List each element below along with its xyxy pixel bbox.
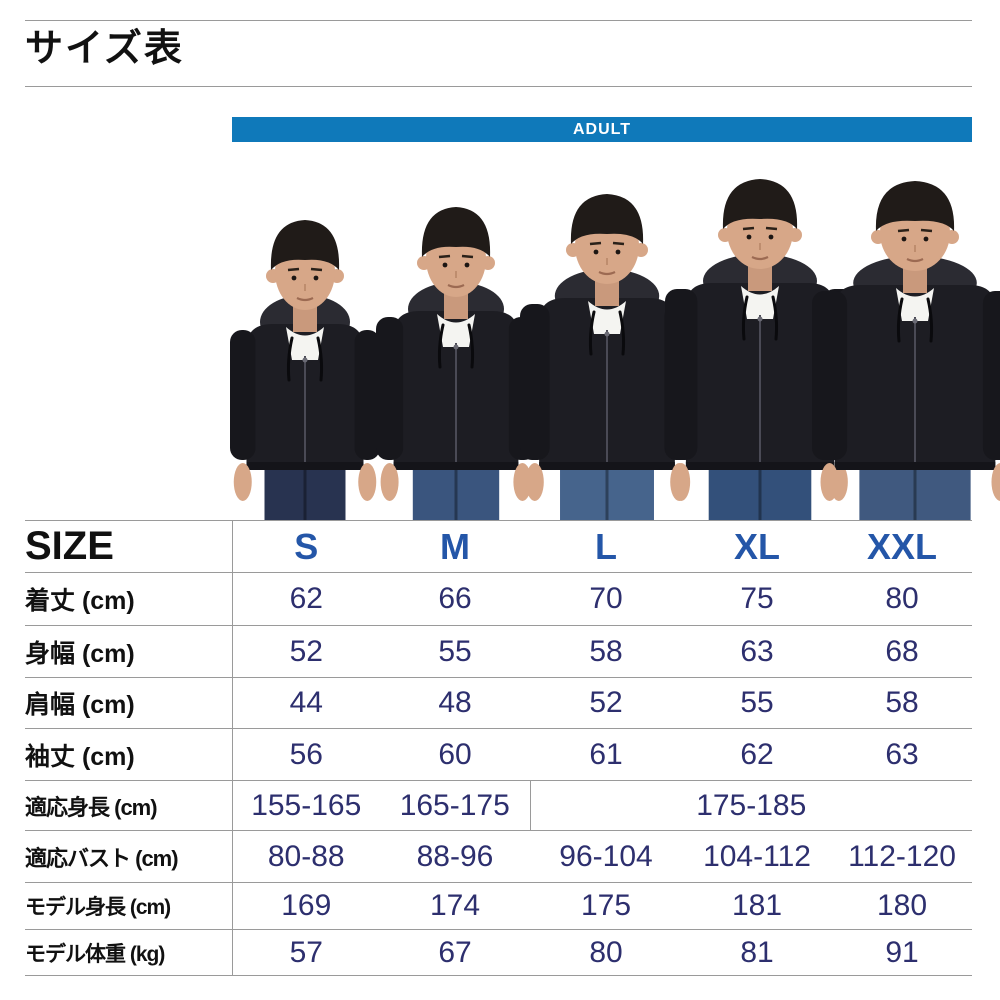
size-value: 155-165 [231,780,380,831]
size-value: 57 [231,929,380,976]
row-label: 肩幅 (cm) [25,677,232,729]
size-value: 80-88 [231,830,380,883]
column-header-l: L [530,520,682,573]
size-value: 62 [231,572,380,626]
size-value: 44 [231,677,380,729]
size-value: 48 [380,677,530,729]
size-value: 81 [682,929,832,976]
top-rule [25,20,972,21]
size-value: 169 [231,882,380,930]
size-corner-label: SIZE [25,520,232,573]
size-value: 175 [530,882,682,930]
size-table: SIZE S M L XL XXL 着丈 (cm) 62 66 70 75 80 身幅 (cm) 52 55… [25,520,972,976]
size-value: 175-185 [529,780,972,831]
row-label: 着丈 (cm) [25,572,232,626]
size-value: 91 [832,929,972,976]
row-label: 身幅 (cm) [25,625,232,678]
size-value: 75 [682,572,832,626]
size-value: 104-112 [682,830,832,883]
column-header-xl: XL [682,520,832,573]
size-value: 66 [380,572,530,626]
page-title: サイズ表 [25,28,184,70]
size-value: 180 [832,882,972,930]
size-value: 60 [380,728,530,781]
model-photos [230,179,1000,520]
size-value: 63 [832,728,972,781]
row-label: モデル体重 (kg) [25,929,232,976]
size-value: 55 [380,625,530,678]
size-value: 80 [832,572,972,626]
size-value: 61 [530,728,682,781]
size-value: 112-120 [832,830,972,883]
size-value: 63 [682,625,832,678]
column-header-xxl: XXL [832,520,972,573]
size-value: 52 [530,677,682,729]
size-value: 174 [380,882,530,930]
size-value: 55 [682,677,832,729]
column-header-s: S [231,520,380,573]
model-figure-xxl [812,181,1000,520]
size-value: 56 [231,728,380,781]
size-value: 58 [832,677,972,729]
row-label: 袖丈 (cm) [25,728,232,781]
size-value: 165-175 [380,780,530,831]
row-label: 適応バスト (cm) [25,830,232,883]
column-header-m: M [380,520,530,573]
size-value: 67 [380,929,530,976]
title-bottom-rule [25,86,972,87]
size-value: 80 [530,929,682,976]
size-value: 96-104 [530,830,682,883]
row-label: モデル身長 (cm) [25,882,232,930]
size-value: 88-96 [380,830,530,883]
model-figure-s [230,220,380,520]
adult-banner: ADULT [232,117,972,142]
row-label: 適応身長 (cm) [25,780,232,831]
size-value: 181 [682,882,832,930]
model-figure-m [376,207,536,520]
size-value: 68 [832,625,972,678]
size-value: 52 [231,625,380,678]
size-value: 58 [530,625,682,678]
size-value: 70 [530,572,682,626]
adult-banner-label: ADULT [572,120,632,138]
size-value: 62 [682,728,832,781]
